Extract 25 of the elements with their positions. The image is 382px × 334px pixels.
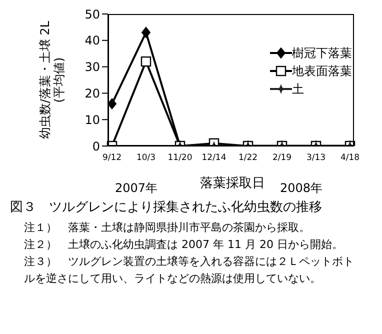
y-tick-label: 0 [92, 139, 100, 154]
y-tick-label: 30 [84, 60, 100, 74]
x-tick-label: 1/22 [238, 153, 258, 164]
text: 図３ ツルグレンにより採集されたふ化幼虫数の推移 [10, 199, 322, 216]
text: 注１） 落葉・土壌は静岡県掛川市平島の茶園から採取。 [24, 220, 311, 236]
text: 2008年 [280, 180, 323, 197]
y-tick-label: 10 [84, 112, 100, 127]
legend-label: 地表面落葉 [292, 63, 352, 80]
x-tick-label: 12/14 [202, 153, 226, 164]
x-tick-label: 3/13 [306, 153, 326, 164]
text: 2007年 [115, 180, 158, 197]
y-tick-label: 20 [84, 86, 100, 100]
y-tick-label: 40 [84, 34, 100, 48]
text: 注３） ツルグレン装置の土壌等を入れる容器には２Ｌペットボトルを逆さにして用い、ライトなどの熱源は使用していない。 [24, 254, 354, 287]
y-tick-label: 50 [84, 7, 100, 22]
y-axis-title: 幼虫数/落葉・土壌 2L (平均値) [38, 20, 66, 142]
x-tick-label: 4/18 [340, 153, 360, 164]
x-tick-label: 9/12 [102, 153, 122, 164]
legend-label: 土 [292, 81, 304, 98]
x-tick-label: 11/20 [168, 153, 192, 164]
x-tick-label: 2/19 [272, 153, 292, 164]
x-tick-label: 10/3 [136, 153, 156, 164]
legend-label: 樹冠下落葉 [292, 45, 352, 62]
x-axis-title: 落葉採取日 [200, 175, 265, 192]
text: 注２） 土壌のふ化幼虫調査は 2007 年 11 月 20 日から開始。 [24, 237, 344, 253]
